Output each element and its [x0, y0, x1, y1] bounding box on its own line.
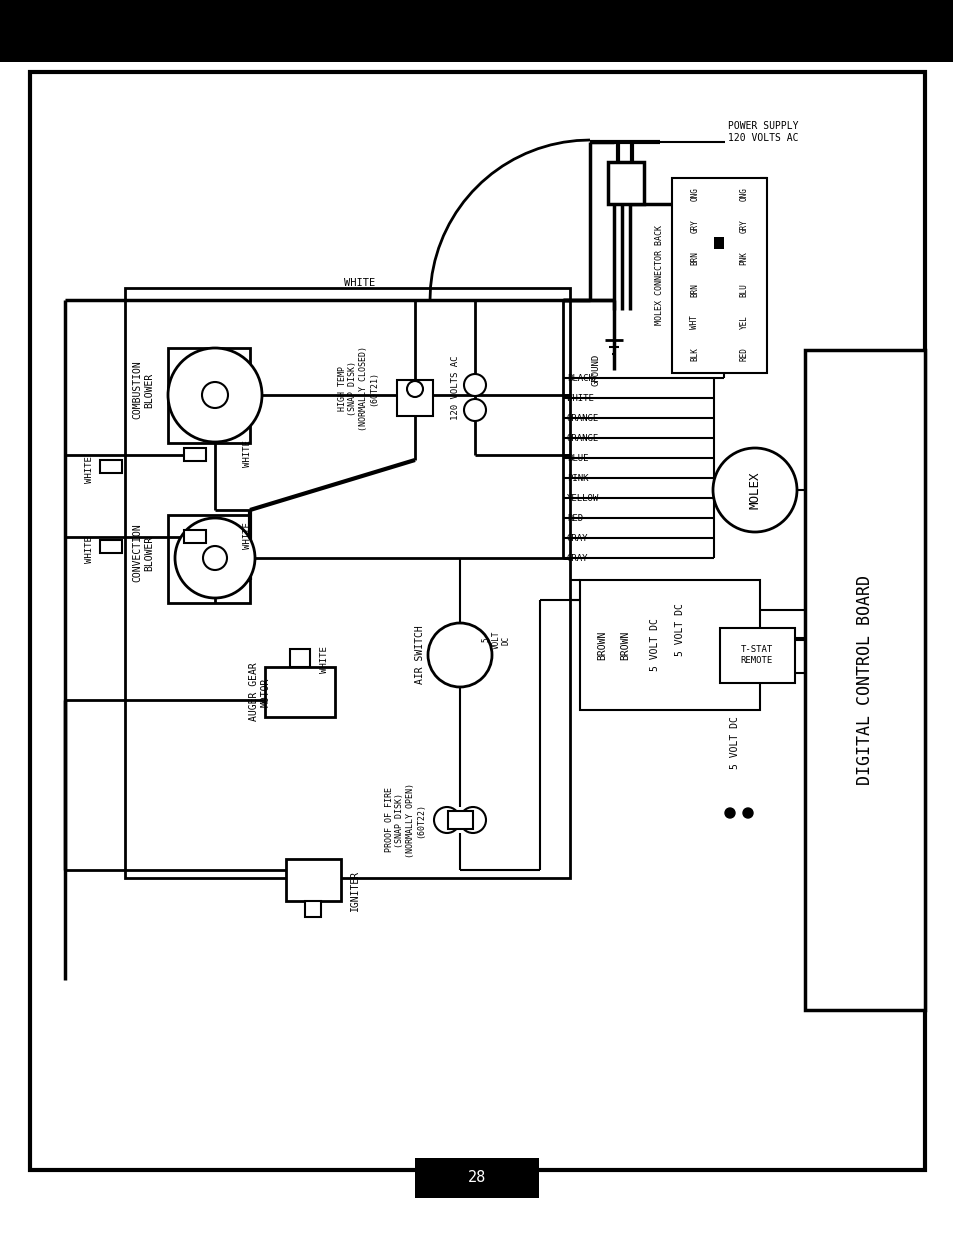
Bar: [415, 1158, 538, 1198]
Circle shape: [174, 517, 254, 598]
Text: GRAY: GRAY: [566, 534, 588, 542]
Text: MOLEX CONNECTOR BACK: MOLEX CONNECTOR BACK: [655, 225, 664, 325]
Bar: [100, 540, 122, 553]
Circle shape: [407, 382, 422, 396]
Text: BLUE: BLUE: [566, 453, 588, 462]
Text: WHITE: WHITE: [320, 647, 329, 673]
Text: DIGITAL CONTROL BOARD: DIGITAL CONTROL BOARD: [855, 576, 873, 785]
Text: BROWN: BROWN: [619, 630, 629, 659]
Circle shape: [463, 399, 485, 421]
Text: BLACK: BLACK: [566, 373, 594, 383]
Bar: [100, 459, 122, 473]
Circle shape: [428, 622, 492, 687]
Text: YELLOW: YELLOW: [566, 494, 598, 503]
Text: 5 VOLT DC: 5 VOLT DC: [729, 716, 740, 769]
Circle shape: [434, 806, 459, 832]
Text: GRAY: GRAY: [566, 553, 588, 562]
Text: RED: RED: [739, 347, 748, 361]
Bar: [607, 162, 643, 204]
Bar: [168, 348, 250, 443]
Text: GRY: GRY: [690, 219, 699, 233]
Bar: [396, 380, 433, 416]
Bar: [804, 350, 924, 1010]
Bar: [184, 448, 206, 461]
Text: PROOF OF FIRE
(SNAP DISK)
(NORMALLY OPEN)
(60T22): PROOF OF FIRE (SNAP DISK) (NORMALLY OPEN…: [384, 783, 425, 857]
Circle shape: [742, 808, 752, 818]
Text: T-STAT
REMOTE: T-STAT REMOTE: [740, 646, 772, 664]
Text: BRN: BRN: [690, 251, 699, 266]
Text: MOLEX: MOLEX: [748, 472, 760, 509]
Bar: [265, 667, 335, 718]
Circle shape: [459, 806, 485, 832]
Text: 5 VOLT DC: 5 VOLT DC: [649, 619, 659, 672]
Bar: [713, 237, 723, 249]
Text: AIR SWITCH: AIR SWITCH: [415, 626, 424, 684]
Circle shape: [202, 382, 228, 408]
Text: ORANGE: ORANGE: [566, 414, 598, 422]
Text: BRN: BRN: [690, 283, 699, 296]
Bar: [286, 860, 340, 902]
Circle shape: [712, 448, 796, 532]
Bar: [671, 178, 766, 373]
Text: BLU: BLU: [739, 283, 748, 296]
Bar: [579, 580, 760, 710]
Text: ORANGE: ORANGE: [566, 433, 598, 442]
Text: PNK: PNK: [739, 251, 748, 266]
Bar: [184, 530, 206, 543]
Text: 28: 28: [467, 1171, 486, 1186]
Text: RED: RED: [566, 514, 582, 522]
Text: WHITE: WHITE: [344, 278, 375, 288]
Bar: [305, 902, 320, 918]
Text: WHITE: WHITE: [243, 441, 253, 467]
Text: POWER SUPPLY
120 VOLTS AC: POWER SUPPLY 120 VOLTS AC: [727, 121, 798, 143]
Text: AUGER GEAR
MOTOR: AUGER GEAR MOTOR: [249, 663, 271, 721]
Text: BLK: BLK: [690, 347, 699, 361]
Text: WHT: WHT: [690, 315, 699, 329]
Text: GRY: GRY: [739, 219, 748, 233]
Text: 5
VOLT
DC: 5 VOLT DC: [480, 631, 511, 650]
Bar: [720, 629, 794, 683]
Text: IGNITER: IGNITER: [350, 869, 359, 910]
Text: COMBUSTION
BLOWER: COMBUSTION BLOWER: [132, 361, 153, 420]
Text: ONG: ONG: [739, 186, 748, 201]
Text: WHITE: WHITE: [86, 536, 94, 563]
Bar: [290, 650, 310, 667]
Bar: [0, 0, 953, 62]
Text: 5 VOLT DC: 5 VOLT DC: [675, 604, 684, 657]
Text: GROUND: GROUND: [591, 354, 599, 387]
Circle shape: [463, 374, 485, 396]
Text: ONG: ONG: [690, 186, 699, 201]
Text: WHITE: WHITE: [566, 394, 594, 403]
Text: WHITE: WHITE: [243, 522, 253, 550]
Bar: [30, 72, 924, 1170]
Text: WHITE: WHITE: [86, 457, 94, 483]
Text: HIGH TEMP
(SNAP DISK)
(NORMALLY CLOSED)
(60T21): HIGH TEMP (SNAP DISK) (NORMALLY CLOSED) …: [337, 346, 377, 431]
Circle shape: [724, 808, 734, 818]
Circle shape: [168, 348, 262, 442]
Text: PINK: PINK: [566, 473, 588, 483]
Text: BROWN: BROWN: [597, 630, 606, 659]
Text: YEL: YEL: [739, 315, 748, 329]
Bar: [448, 811, 473, 829]
Text: CONVECTION
BLOWER: CONVECTION BLOWER: [132, 524, 153, 583]
Bar: [168, 515, 250, 603]
Text: 120 VOLTS AC: 120 VOLTS AC: [451, 356, 460, 420]
Circle shape: [203, 546, 227, 571]
Bar: [125, 288, 569, 878]
